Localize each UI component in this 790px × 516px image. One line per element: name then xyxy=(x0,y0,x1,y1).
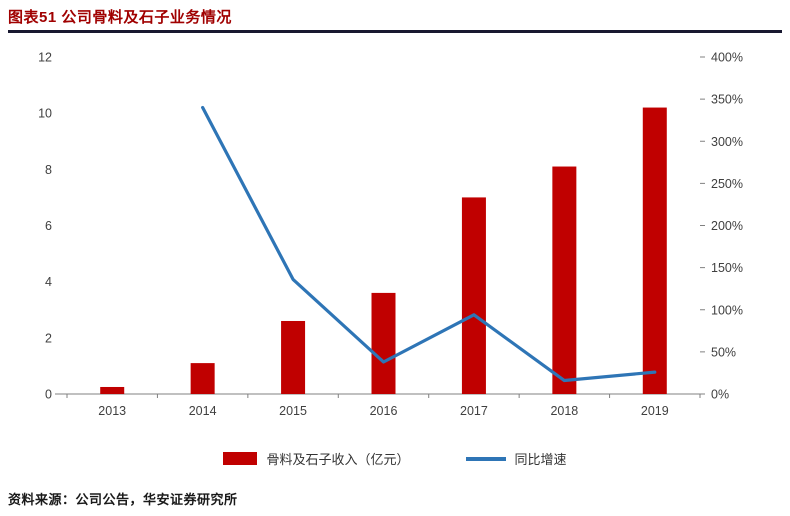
right-axis-tick-label: 400% xyxy=(711,51,743,65)
revenue-bar xyxy=(552,166,577,394)
right-axis-tick-label: 350% xyxy=(711,93,743,107)
x-axis-category-label: 2019 xyxy=(641,404,669,418)
right-axis-tick-label: 200% xyxy=(711,219,743,233)
chart-legend: 骨料及石子收入（亿元） 同比增速 xyxy=(0,449,790,468)
title-underline xyxy=(8,30,782,33)
left-axis-tick-label: 0 xyxy=(45,388,52,402)
chart-canvas: 0 2 4 6 8 10 12 0% 50% 100% 150% 200% 250% 300% 350% 40… xyxy=(38,51,743,419)
x-axis-category-label: 2015 xyxy=(279,404,307,418)
right-axis-tick-label: 150% xyxy=(711,261,743,275)
right-axis-tick-label: 300% xyxy=(711,135,743,149)
x-axis-category-label: 2013 xyxy=(98,404,126,418)
x-axis-category-label: 2017 xyxy=(460,404,488,418)
revenue-bar xyxy=(461,197,486,394)
revenue-bar xyxy=(281,320,306,394)
revenue-bar xyxy=(371,292,396,394)
left-axis-tick-label: 12 xyxy=(38,51,52,65)
left-axis-tick-label: 8 xyxy=(45,163,52,177)
left-axis-tick-label: 6 xyxy=(45,219,52,233)
legend-label-revenue: 骨料及石子收入（亿元） xyxy=(266,452,410,467)
revenue-bar xyxy=(100,386,125,394)
chart-title: 图表51 公司骨料及石子业务情况 xyxy=(8,9,232,26)
legend-item-growth: 同比增速 xyxy=(465,449,567,468)
chart-area: 0 2 4 6 8 10 12 0% 50% 100% 150% 200% 250% 300% 350% 40… xyxy=(0,44,790,440)
right-axis-tick-label: 250% xyxy=(711,177,743,191)
right-axis-tick-label: 50% xyxy=(711,345,736,359)
growth-line-swatch-icon xyxy=(465,456,506,461)
left-axis-tick-label: 10 xyxy=(38,107,52,121)
x-axis-category-label: 2016 xyxy=(370,404,398,418)
revenue-bar xyxy=(190,363,215,394)
x-axis-category-label: 2018 xyxy=(550,404,578,418)
legend-label-growth: 同比增速 xyxy=(514,452,567,467)
right-axis-tick-label: 0% xyxy=(711,388,729,402)
left-axis-tick-label: 2 xyxy=(45,331,52,345)
growth-line xyxy=(201,105,657,383)
revenue-bar-swatch-icon xyxy=(223,452,258,465)
x-axis-category-label: 2014 xyxy=(189,404,217,418)
revenue-bar xyxy=(642,107,667,395)
legend-item-revenue: 骨料及石子收入（亿元） xyxy=(223,449,410,468)
left-axis-tick-label: 4 xyxy=(45,275,52,289)
source-note: 资料来源：公司公告，华安证券研究所 xyxy=(8,492,238,507)
right-axis-tick-label: 100% xyxy=(711,303,743,317)
